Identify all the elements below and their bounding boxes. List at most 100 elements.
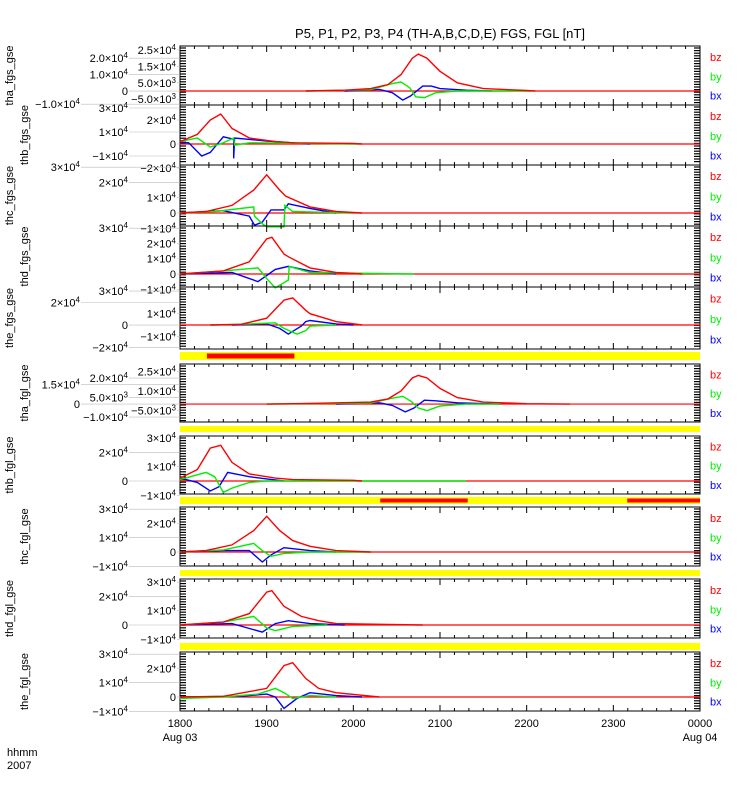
- y-tick-label: 2×104: [147, 661, 177, 675]
- y-tick-times: ×10: [105, 678, 124, 690]
- y-tick-exponent: 4: [172, 384, 177, 393]
- series-bz: [305, 53, 536, 92]
- y-tick-exponent: 4: [172, 365, 177, 374]
- y-tick-label: 2.0×104: [90, 371, 129, 385]
- panel-ylabel: thd_fgs_gse: [19, 227, 31, 287]
- flag-bars: [180, 352, 700, 650]
- y-tick-times: ×10: [153, 462, 172, 474]
- y-tick-mantissa: 1: [147, 193, 153, 205]
- y-tick-times: ×10: [153, 634, 172, 646]
- y-tick-label: 0: [122, 620, 128, 632]
- y-tick-mantissa: 0: [170, 547, 176, 559]
- y-tick-label: 2×104: [99, 589, 129, 603]
- y-tick-times: ×10: [57, 99, 76, 111]
- legend-by: by: [710, 677, 722, 689]
- x-tick-date: Aug 03: [163, 732, 198, 744]
- x-tick-label: 1800: [168, 718, 192, 730]
- y-tick-times: ×10: [153, 386, 172, 398]
- y-tick-exponent: 4: [172, 431, 177, 440]
- y-tick-mantissa: 0: [170, 208, 176, 220]
- y-tick-label: 2.5×104: [138, 43, 177, 57]
- y-tick-mantissa: 2: [99, 177, 105, 189]
- y-tick-exponent: 4: [124, 647, 129, 656]
- y-tick-exponent: 3: [172, 76, 177, 85]
- y-tick-mantissa: 1.0: [138, 386, 153, 398]
- series-bx: [344, 85, 493, 101]
- y-tick-times: ×10: [153, 367, 172, 379]
- y-tick-mantissa: 1.5: [42, 380, 57, 392]
- y-tick-mantissa: −1: [92, 561, 105, 573]
- series-by: [179, 265, 415, 289]
- y-tick-mantissa: −5.0: [131, 406, 153, 418]
- y-tick-times: ×10: [105, 591, 124, 603]
- y-tick-mantissa: 3: [99, 103, 105, 115]
- legend-by: by: [710, 71, 722, 83]
- y-tick-times: ×10: [105, 561, 124, 573]
- panel-ylabel: thc_fgl_gse: [19, 508, 31, 564]
- y-tick-exponent: 4: [124, 589, 129, 598]
- y-tick-label: −1×104: [140, 488, 176, 502]
- y-tick-times: ×10: [105, 373, 124, 385]
- y-tick-label: 0: [170, 547, 176, 559]
- y-tick-times: ×10: [153, 309, 172, 321]
- y-tick-label: −5.0×103: [131, 404, 176, 418]
- y-tick-label: 1.5×104: [138, 59, 177, 73]
- y-tick-times: ×10: [153, 61, 172, 73]
- y-tick-mantissa: −1: [140, 634, 153, 646]
- y-tick-mantissa: 5.0: [90, 393, 105, 405]
- y-tick-mantissa: 1: [147, 606, 153, 618]
- y-tick-exponent: 4: [124, 101, 129, 110]
- panel-ylabel: the_fgs_gse: [4, 288, 16, 348]
- y-tick-times: ×10: [153, 78, 172, 90]
- y-tick-exponent: 4: [124, 559, 129, 568]
- y-tick-times: ×10: [153, 490, 172, 502]
- y-tick-exponent: 4: [76, 160, 81, 169]
- y-tick-label: −1×104: [92, 704, 128, 718]
- y-tick-exponent: 4: [76, 378, 81, 387]
- legend-by: by: [710, 389, 722, 401]
- y-tick-mantissa: −1: [140, 490, 153, 502]
- series-bx: [335, 399, 501, 413]
- y-tick-times: ×10: [153, 577, 172, 589]
- y-tick-times: ×10: [153, 238, 172, 250]
- y-tick-exponent: 3: [124, 391, 129, 400]
- legend-bz: bz: [710, 442, 722, 454]
- panels: 2.5×1042.0×1041.5×1041.0×1045.0×1030−5.0…: [4, 43, 722, 718]
- y-tick-mantissa: −1: [140, 223, 153, 235]
- y-tick-label: 3×104: [99, 647, 129, 661]
- legend-bx: bx: [710, 480, 722, 492]
- y-tick-mantissa: −1.0: [35, 99, 57, 111]
- y-tick-times: ×10: [153, 115, 172, 127]
- y-tick-exponent: 4: [124, 68, 129, 77]
- y-tick-exponent: 4: [124, 676, 129, 685]
- y-tick-times: ×10: [105, 53, 124, 65]
- y-tick-exponent: 4: [172, 632, 177, 641]
- y-tick-mantissa: 3: [99, 649, 105, 661]
- y-tick-mantissa: −1: [140, 331, 153, 343]
- y-tick-mantissa: 1: [147, 462, 153, 474]
- series-bz: [179, 515, 371, 553]
- legend-bz: bz: [710, 370, 722, 382]
- y-tick-times: ×10: [105, 177, 124, 189]
- y-tick-label: −2×104: [92, 341, 128, 355]
- y-tick-exponent: 4: [172, 282, 177, 291]
- y-tick-times: ×10: [105, 151, 124, 163]
- y-tick-mantissa: 1: [147, 309, 153, 321]
- y-tick-mantissa: 2: [99, 447, 105, 459]
- legend-by: by: [710, 314, 722, 326]
- y-tick-exponent: 4: [172, 460, 177, 469]
- y-tick-mantissa: 0: [122, 476, 128, 488]
- y-tick-times: ×10: [153, 663, 172, 675]
- y-tick-label: 1×104: [99, 676, 129, 690]
- y-tick-label: 5.0×103: [90, 391, 129, 405]
- y-tick-mantissa: 3: [99, 286, 105, 298]
- y-tick-label: −1×104: [140, 632, 176, 646]
- legend-by: by: [710, 191, 722, 203]
- y-tick-label: 1×104: [147, 191, 177, 205]
- y-tick-label: 3×104: [147, 431, 177, 445]
- y-tick-times: ×10: [57, 380, 76, 392]
- y-tick-times: ×10: [105, 70, 124, 82]
- legend-by: by: [710, 604, 722, 616]
